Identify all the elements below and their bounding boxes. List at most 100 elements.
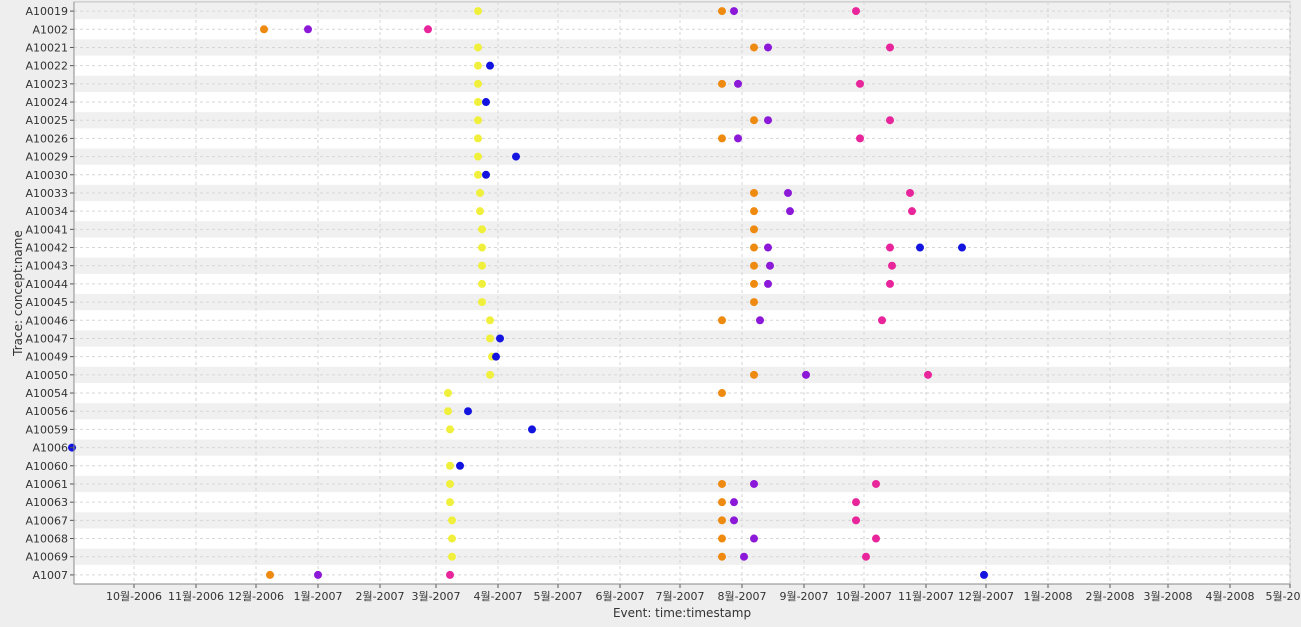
event-dot	[784, 188, 792, 197]
event-dots	[68, 7, 988, 579]
event-dot	[476, 188, 484, 197]
trace-label: A10042	[25, 242, 68, 255]
event-dot	[916, 243, 924, 252]
trace-label: A10019	[25, 5, 68, 18]
y-axis-label: Trace: concept:name	[11, 230, 25, 357]
x-tick-label: 12월-2007	[958, 590, 1014, 603]
event-dot	[314, 570, 322, 579]
event-dot	[718, 134, 726, 143]
event-dot	[492, 352, 500, 361]
event-dot	[474, 116, 482, 125]
grid-lines	[74, 2, 1291, 584]
x-tick-label: 2월-2007	[355, 590, 404, 603]
event-dot	[750, 479, 758, 488]
event-dot	[444, 407, 452, 416]
trace-label: A10056	[25, 405, 68, 418]
x-tick-label: 10월-2006	[106, 590, 162, 603]
event-dot	[750, 279, 758, 288]
x-tick-label: 5월-2007	[533, 590, 582, 603]
event-dot	[908, 207, 916, 216]
event-dot	[852, 7, 860, 16]
trace-label: A10025	[25, 114, 68, 127]
trace-label: A10047	[25, 332, 68, 345]
trace-label: A10023	[25, 78, 68, 91]
event-dot	[786, 207, 794, 216]
event-dot	[424, 25, 432, 34]
event-dot	[448, 516, 456, 525]
x-tick-label: 2월-2008	[1085, 590, 1134, 603]
event-dot	[718, 534, 726, 543]
event-dot	[464, 407, 472, 416]
event-dot	[730, 516, 738, 525]
event-dot	[478, 261, 486, 270]
event-dot	[718, 498, 726, 507]
event-dot	[878, 316, 886, 325]
event-dot	[486, 370, 494, 379]
x-tick-label: 9월-2007	[779, 590, 828, 603]
trace-label: A10026	[25, 132, 68, 145]
event-dot	[474, 61, 482, 70]
event-dot	[764, 116, 772, 125]
event-dot	[486, 316, 494, 325]
event-dot	[750, 534, 758, 543]
trace-label: A1002	[32, 23, 68, 36]
trace-label: A10068	[25, 533, 68, 546]
event-dot	[750, 116, 758, 125]
event-dot	[478, 279, 486, 288]
event-dot	[750, 298, 758, 307]
event-dot	[888, 261, 896, 270]
event-dot	[958, 243, 966, 252]
event-dot	[478, 243, 486, 252]
trace-label: A10061	[25, 478, 68, 491]
event-dot	[750, 225, 758, 234]
plot-area	[68, 1, 1291, 585]
event-dot	[474, 134, 482, 143]
trace-label: A10044	[25, 278, 68, 291]
trace-label: A10024	[25, 96, 68, 109]
event-dot	[740, 552, 748, 561]
x-tick-label: 11월-2007	[898, 590, 954, 603]
event-dot	[474, 79, 482, 88]
x-tick-label: 11월-2006	[168, 590, 224, 603]
trace-label: A10060	[25, 460, 68, 473]
trace-label: A10046	[25, 314, 68, 327]
event-dot	[764, 243, 772, 252]
x-tick-label: 6월-2007	[595, 590, 644, 603]
event-dot	[730, 7, 738, 16]
event-dot	[478, 225, 486, 234]
event-dot	[852, 516, 860, 525]
event-dot	[474, 152, 482, 161]
event-dot	[446, 479, 454, 488]
trace-label: A10021	[25, 41, 68, 54]
trace-label: A10059	[25, 423, 68, 436]
event-dot	[766, 261, 774, 270]
event-dot	[718, 79, 726, 88]
event-dot	[456, 461, 464, 470]
y-axis: A10019 A1002 A10021 A10022 A10023 A10024 A1002…	[25, 2, 75, 584]
trace-label: A10050	[25, 369, 68, 382]
event-dot	[474, 43, 482, 52]
x-tick-label: 3월-2008	[1143, 590, 1192, 603]
trace-label: A10069	[25, 551, 68, 564]
trace-label: A10054	[25, 387, 68, 400]
event-dot	[802, 370, 810, 379]
event-dot	[446, 498, 454, 507]
event-dot	[750, 207, 758, 216]
trace-label: A10045	[25, 296, 68, 309]
event-dot	[718, 516, 726, 525]
trace-label: A10041	[25, 223, 68, 236]
x-tick-label: 1월-2008	[1023, 590, 1072, 603]
event-dot	[528, 425, 536, 434]
event-dot	[734, 79, 742, 88]
event-dot	[872, 479, 880, 488]
event-dot	[496, 334, 504, 343]
x-tick-label: 8월-2007	[717, 590, 766, 603]
event-dot	[886, 279, 894, 288]
x-tick-label: 1월-2007	[293, 590, 342, 603]
event-dot	[886, 116, 894, 125]
event-dot	[486, 61, 494, 70]
trace-label: A1007	[32, 569, 68, 582]
event-dot	[478, 298, 486, 307]
event-dot	[886, 243, 894, 252]
